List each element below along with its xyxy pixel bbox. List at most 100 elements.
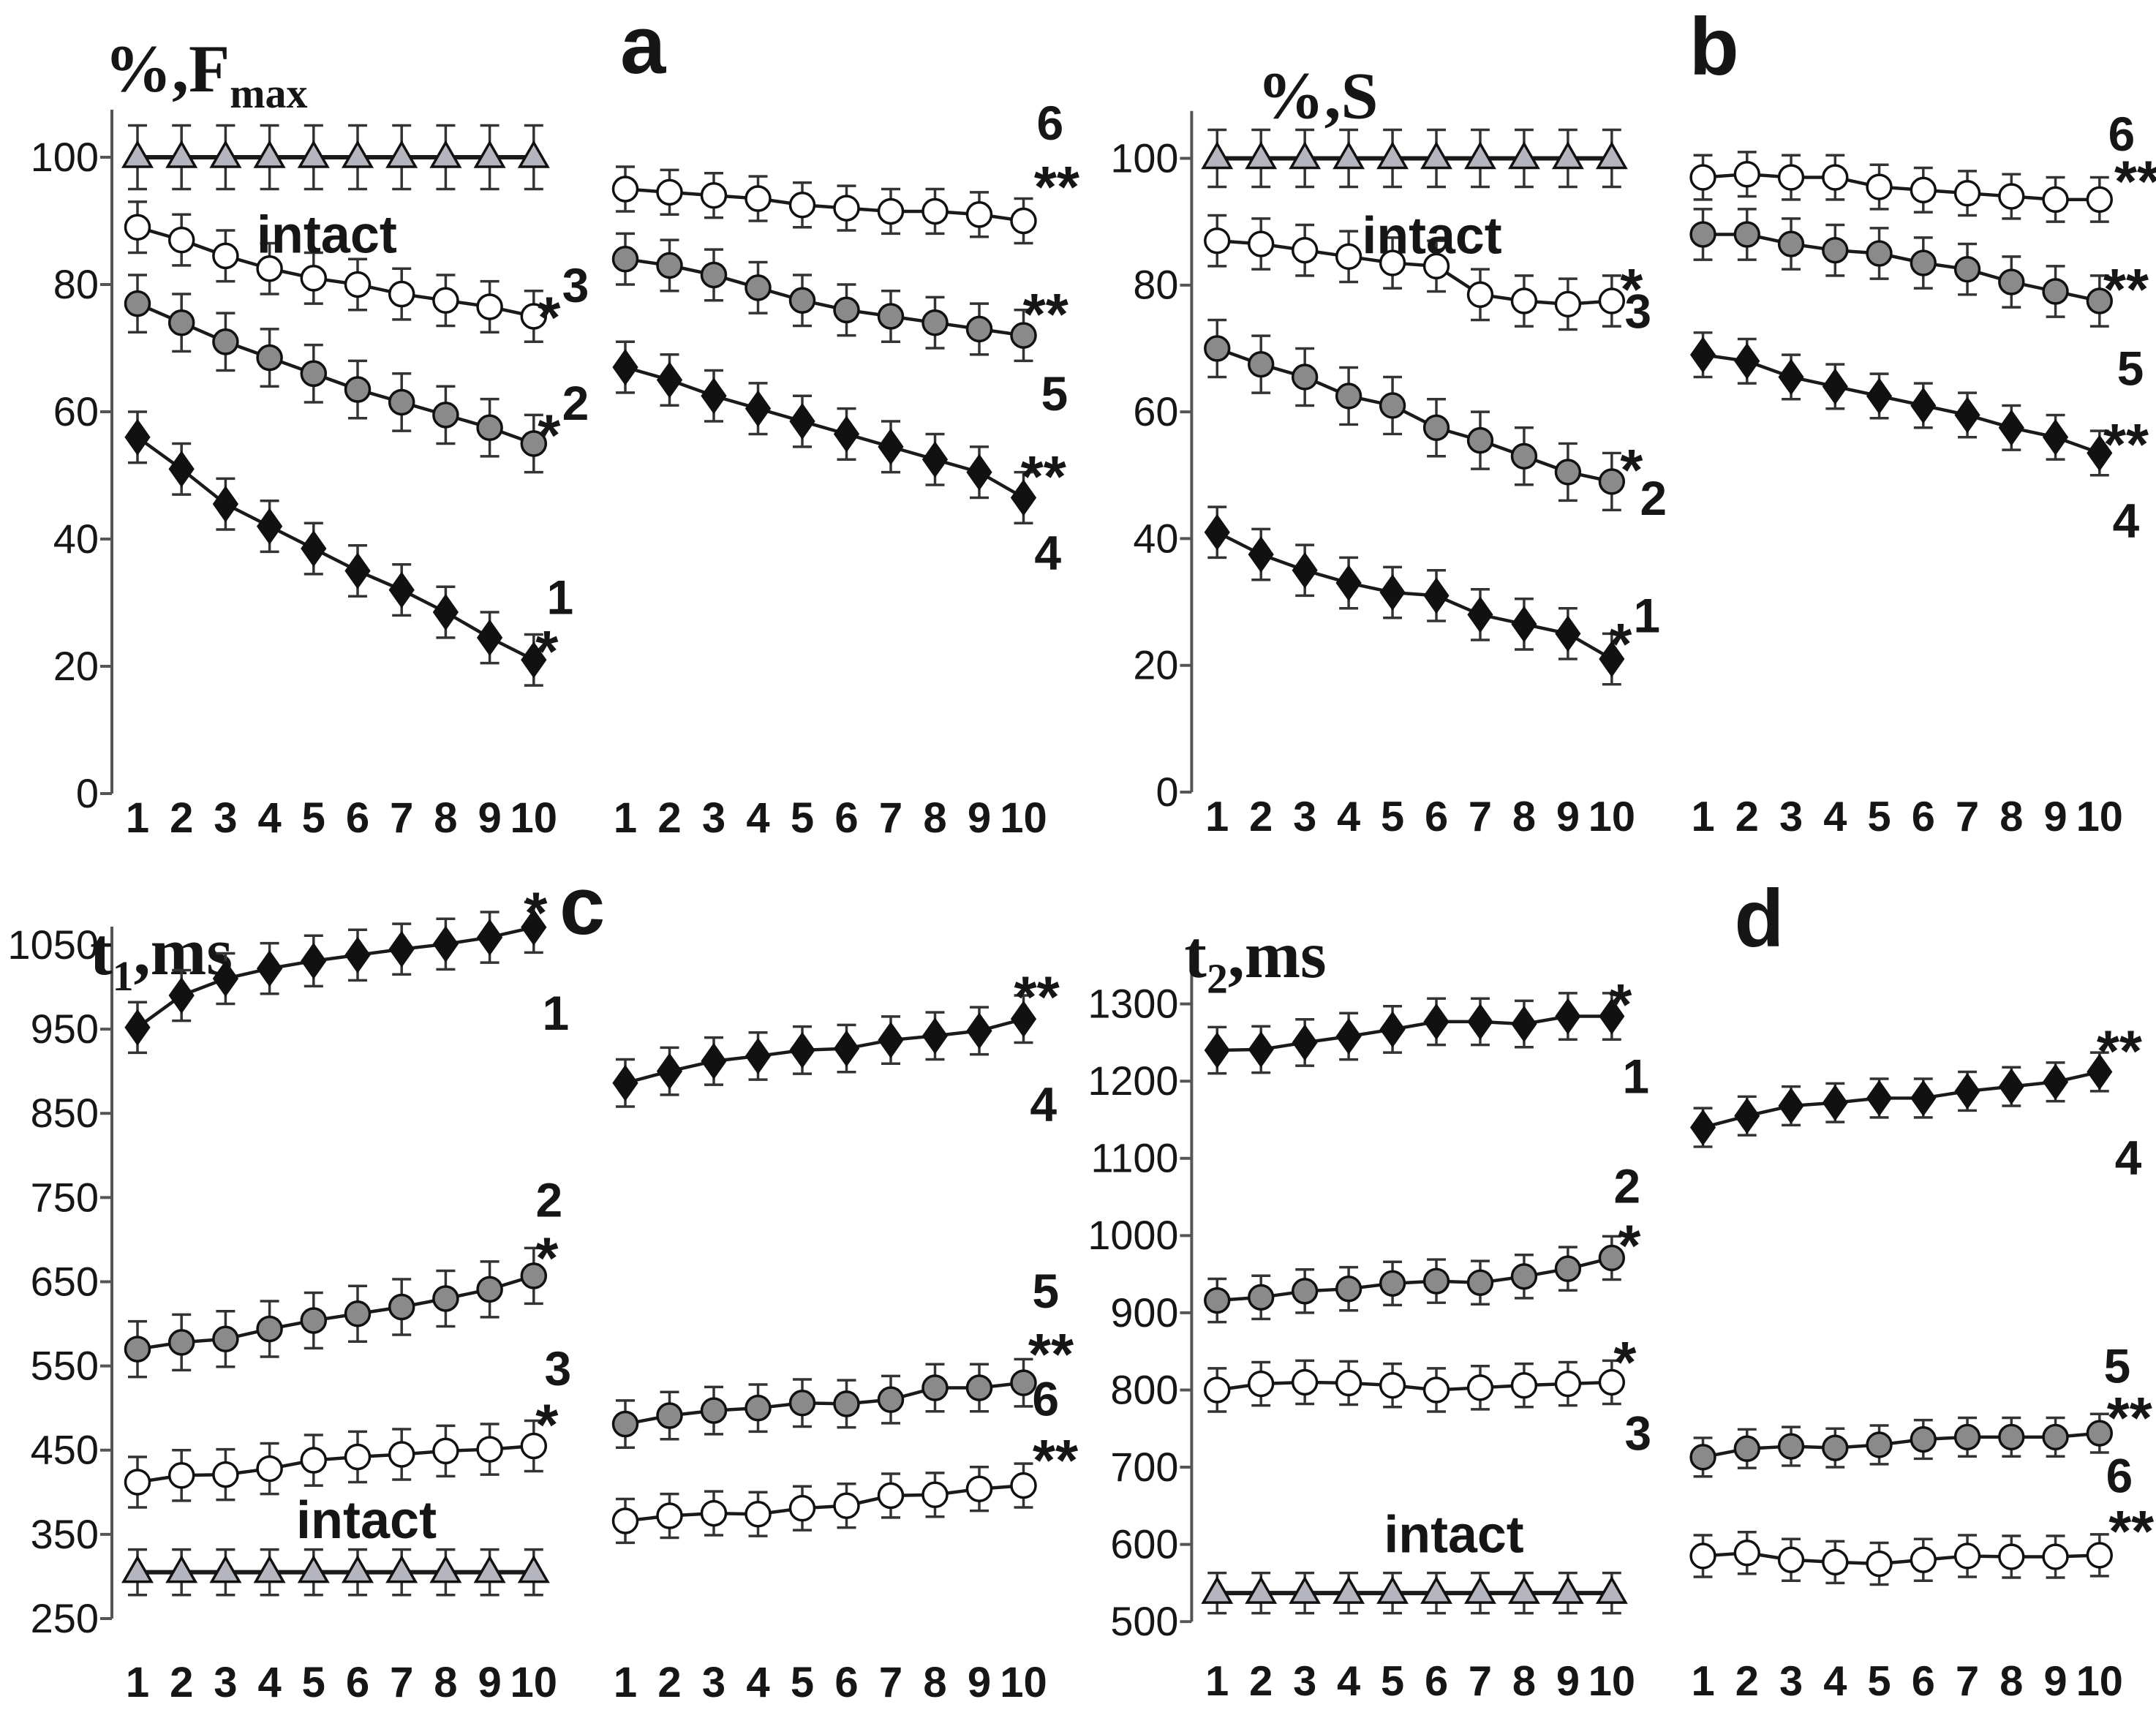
- diamond-marker: [1467, 1003, 1493, 1040]
- circle-marker: [1510, 1263, 1538, 1290]
- series-2: [124, 1246, 548, 1379]
- x-tick-label: 7: [879, 794, 902, 842]
- diamond-marker: [878, 428, 904, 465]
- data-points: [1201, 141, 1628, 170]
- circle-marker: [921, 197, 949, 225]
- circle-marker: [212, 1325, 239, 1353]
- circle-marker: [877, 1482, 905, 1510]
- x-tick-label: 2: [1249, 1658, 1273, 1705]
- x-tick-label: 3: [702, 794, 725, 842]
- circle-marker: [788, 287, 816, 314]
- x-tick-label: 2: [657, 1659, 681, 1706]
- x-tick-label: 1: [1205, 1658, 1229, 1705]
- x-tick-label: 10: [1000, 1659, 1047, 1706]
- diamond-marker: [1555, 615, 1581, 652]
- diamond-marker: [1689, 1109, 1716, 1146]
- error-bars: [616, 232, 1033, 363]
- diamond-marker: [344, 552, 371, 589]
- significance-marker: **: [1021, 444, 1067, 509]
- series-line: [1703, 353, 2100, 455]
- series-label: 3: [1625, 1406, 1652, 1460]
- circle-marker: [1910, 1546, 1937, 1573]
- series-line: [1703, 172, 2100, 202]
- diamond-marker: [1954, 1072, 1980, 1110]
- circle-marker: [1777, 230, 1805, 257]
- series-line: [1216, 530, 1613, 660]
- series-4: [1689, 331, 2113, 477]
- series-6: [1689, 151, 2113, 223]
- series-1: [124, 410, 547, 687]
- circle-marker: [700, 261, 728, 289]
- subchart-right: 1 2 3 4 5 6 7 8 9 106****5**4: [611, 96, 1080, 842]
- circle-marker: [2086, 1542, 2113, 1569]
- x-tick-label: 3: [1779, 794, 1803, 840]
- triangle-marker: [1376, 141, 1409, 170]
- series-label: 3: [545, 1341, 572, 1395]
- panel-letter: b: [1689, 1, 1739, 92]
- x-tick-label: 5: [791, 794, 814, 842]
- circle-marker: [965, 201, 993, 228]
- data-points: [1204, 1244, 1626, 1314]
- circle-marker: [167, 226, 195, 254]
- circle-marker: [1998, 268, 2025, 295]
- significance-marker: **: [2103, 257, 2149, 322]
- circle-marker: [300, 1307, 328, 1334]
- diamond-marker: [168, 451, 195, 488]
- circle-marker: [1510, 287, 1538, 314]
- circle-marker: [745, 274, 772, 301]
- diamond-marker: [1248, 1031, 1274, 1068]
- series-3: [124, 200, 548, 344]
- diamond-marker: [966, 453, 992, 491]
- data-points: [124, 1262, 548, 1363]
- circle-marker: [1554, 290, 1582, 317]
- intact-label: intact: [257, 206, 397, 264]
- series-5: [611, 1357, 1037, 1450]
- series-label: 1: [543, 986, 570, 1040]
- circle-marker: [833, 296, 860, 324]
- diamond-marker: [2087, 1053, 2113, 1090]
- series-2: [1204, 318, 1626, 512]
- series-1: [124, 900, 547, 1055]
- x-tick-label: 6: [346, 1659, 369, 1706]
- significance-marker: *: [1609, 611, 1632, 677]
- circle-marker: [1422, 1267, 1450, 1295]
- diamond-marker: [833, 1030, 860, 1067]
- x-tick-label: 7: [1956, 794, 1979, 840]
- circle-marker: [1335, 243, 1362, 271]
- series-label: 6: [2108, 107, 2136, 161]
- circle-marker: [1379, 392, 1406, 419]
- triangle-marker: [385, 1555, 418, 1583]
- diamond-marker: [1910, 387, 1937, 424]
- series-label: 1: [1623, 1050, 1650, 1104]
- circle-marker: [1010, 1472, 1037, 1499]
- circle-marker: [1248, 1370, 1275, 1398]
- circle-marker: [388, 280, 415, 308]
- series-label: 6: [1032, 1371, 1059, 1425]
- circle-marker: [124, 1469, 151, 1496]
- series-line: [1217, 1256, 1613, 1303]
- x-tick-label: 10: [510, 1659, 558, 1706]
- circle-marker: [877, 303, 905, 330]
- series-label: 1: [1634, 588, 1661, 642]
- data-points: [124, 908, 547, 1046]
- circle-marker: [1733, 221, 1760, 248]
- circle-marker: [745, 1500, 772, 1528]
- triangle-marker: [429, 140, 462, 168]
- triangle-marker: [429, 1555, 462, 1583]
- x-tick-label: 9: [1556, 1658, 1580, 1705]
- triangle-marker: [297, 1555, 330, 1583]
- circle-marker: [520, 1432, 548, 1460]
- x-tick-label: 8: [434, 1659, 457, 1706]
- y-tick-label: 800: [1110, 1367, 1178, 1412]
- circle-marker: [344, 1443, 372, 1471]
- series-label: 5: [2117, 341, 2144, 395]
- significance-marker: *: [1613, 1330, 1636, 1395]
- y-axis: 100 80 60 40 20 0: [1110, 110, 1194, 815]
- series-label: 4: [2113, 493, 2140, 547]
- triangle-marker: [121, 1555, 154, 1583]
- error-bars: [616, 1462, 1033, 1545]
- series-6: [1689, 1530, 2113, 1586]
- series-line: [1703, 1431, 2100, 1459]
